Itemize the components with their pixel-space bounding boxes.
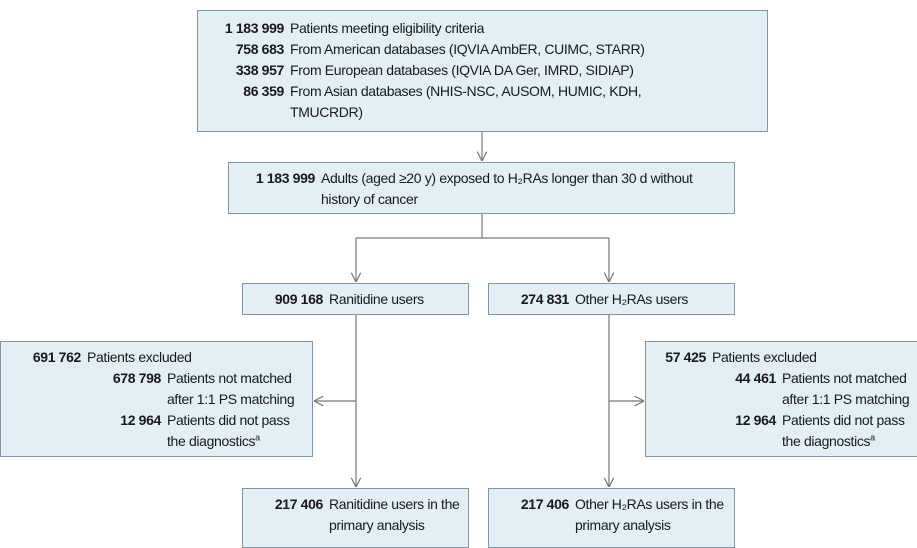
ranitidine-primary-box: 217 406 Ranitidine users in the primary a…: [242, 488, 469, 548]
label: Patients not matched after 1:1 PS matchi…: [782, 370, 910, 407]
count: 1 183 999: [255, 170, 315, 186]
label: Patients did not pass the diagnostics: [167, 412, 290, 449]
other-box: 274 831 Other H₂RAs users: [488, 283, 735, 315]
count: 758 683: [235, 41, 285, 57]
count: 217 406: [520, 496, 570, 512]
other-primary-box: 217 406 Other H₂RAs users in the primary …: [488, 488, 735, 548]
count: 44 461: [735, 370, 776, 386]
label: From American databases (IQVIA AmbER, CU…: [290, 41, 645, 57]
label: Patients excluded: [87, 349, 192, 365]
count: 12 964: [120, 412, 161, 428]
count: 909 168: [274, 291, 324, 307]
label: Other H₂RAs users in the primary analysi…: [575, 496, 724, 533]
count: 338 957: [235, 62, 285, 78]
count: 1 183 999: [224, 20, 284, 36]
footnote-mark: a: [870, 432, 875, 443]
label: Patients not matched after 1:1 PS matchi…: [167, 370, 295, 407]
count: 217 406: [274, 496, 324, 512]
label: Ranitidine users in the primary analysis: [329, 496, 460, 533]
ranitidine-box: 909 168 Ranitidine users: [242, 283, 469, 315]
label: Patients meeting eligibility criteria: [290, 20, 485, 36]
label: From Asian databases (NHIS-NSC, AUSOM, H…: [290, 83, 642, 120]
label: Patients did not pass the diagnostics: [782, 412, 905, 449]
count: 274 831: [520, 291, 570, 307]
label: Adults (aged ≥20 y) exposed to H₂RAs lon…: [321, 170, 693, 207]
other-excluded-box: 57 425 Patients excluded 44 461 Patients n…: [645, 341, 917, 457]
count: 57 425: [665, 349, 706, 365]
eligibility-box: 1 183 999 Patients meeting eligibility cr…: [197, 10, 768, 132]
label: Patients excluded: [712, 349, 817, 365]
count: 86 359: [243, 83, 284, 99]
count: 12 964: [735, 412, 776, 428]
label: Other H₂RAs users: [575, 291, 689, 307]
label: Ranitidine users: [329, 291, 424, 307]
ranitidine-excluded-box: 691 762 Patients excluded 678 798 Patients…: [0, 341, 313, 457]
count: 678 798: [112, 370, 162, 386]
count: 691 762: [32, 349, 82, 365]
adults-box: 1 183 999 Adults (aged ≥20 y) exposed to …: [228, 162, 735, 214]
label: From European databases (IQVIA DA Ger, I…: [290, 62, 634, 78]
footnote-mark: a: [255, 432, 260, 443]
